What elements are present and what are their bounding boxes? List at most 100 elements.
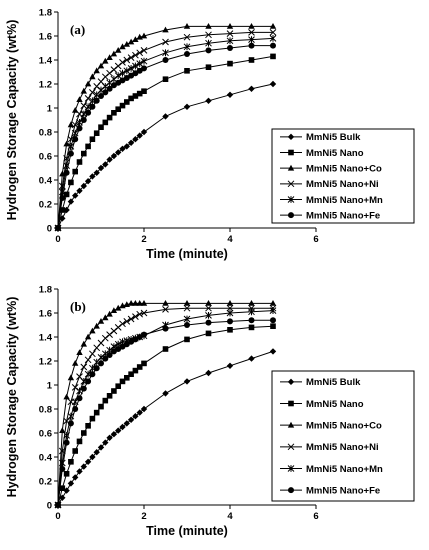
x-tick-label: 4 — [227, 511, 233, 522]
data-point — [248, 300, 255, 306]
data-point — [97, 62, 105, 69]
legend-label: MmNi5 Nano+Co — [306, 163, 382, 174]
data-point — [106, 352, 113, 358]
legend-label: MmNi5 Nano+Mn — [306, 464, 383, 475]
data-point — [132, 367, 139, 374]
data-point — [269, 29, 277, 36]
data-point — [248, 36, 255, 43]
data-point — [89, 136, 96, 142]
x-tick-label: 6 — [313, 234, 318, 245]
data-point — [248, 23, 255, 29]
data-point — [63, 169, 70, 176]
data-point — [110, 152, 118, 160]
data-point — [269, 80, 277, 88]
data-point — [76, 159, 83, 165]
data-point — [76, 438, 83, 445]
y-tick-label: 1.2 — [39, 356, 52, 367]
y-tick-label: 0.4 — [39, 175, 53, 186]
series-line — [57, 302, 273, 506]
data-point — [89, 364, 96, 372]
data-point — [58, 459, 66, 467]
data-point — [270, 53, 276, 60]
data-point — [162, 346, 169, 352]
data-point — [102, 57, 109, 64]
data-point — [226, 304, 234, 312]
data-point — [97, 164, 105, 172]
data-point — [141, 331, 147, 338]
data-point — [76, 96, 83, 102]
legend-label: MmNi5 Nano+Fe — [306, 210, 380, 221]
data-point — [111, 110, 117, 116]
data-point — [127, 300, 135, 306]
series-line — [57, 325, 274, 506]
series-5 — [55, 317, 276, 508]
data-point — [226, 362, 234, 369]
legend-marker — [287, 421, 295, 428]
data-point — [162, 300, 169, 306]
data-point — [93, 409, 100, 416]
legend-marker — [288, 487, 294, 494]
data-point — [80, 463, 87, 470]
legend-label: MmNi5 Nano+Fe — [306, 485, 380, 496]
y-tick-label: 1 — [47, 380, 53, 391]
data-point — [270, 323, 276, 329]
data-point — [93, 322, 100, 329]
data-point — [123, 420, 130, 427]
data-point — [85, 143, 91, 150]
y-tick-label: 1.2 — [39, 79, 52, 90]
data-point — [76, 187, 83, 194]
data-point — [114, 72, 122, 79]
series-0 — [54, 80, 277, 232]
series-5 — [55, 42, 276, 231]
legend-label: MmNi5 Nano+Co — [306, 420, 382, 431]
data-point — [80, 117, 87, 123]
data-point — [124, 99, 130, 105]
legend-marker — [288, 400, 294, 407]
data-point — [226, 37, 234, 45]
data-point — [183, 23, 191, 29]
chart-panel-a: 0 0.2 0.4 0.6 0.8 1 1.2 1.4 1.6 1.8 0 2 4 6 Time (minu… — [5, 7, 415, 261]
data-point — [84, 103, 92, 111]
data-point — [115, 427, 122, 434]
data-point — [80, 340, 87, 347]
data-point — [248, 317, 255, 324]
data-point — [63, 140, 70, 147]
data-point — [127, 139, 135, 146]
data-point — [76, 349, 83, 355]
y-tick-label: 1.8 — [39, 7, 52, 18]
data-point — [63, 471, 70, 477]
legend-marker — [287, 180, 295, 188]
data-point — [248, 57, 255, 63]
data-point — [106, 434, 113, 441]
legend-box — [271, 128, 415, 224]
y-tick-label: 1.4 — [39, 55, 53, 66]
y-tick-label: 1.4 — [39, 332, 53, 343]
data-point — [72, 192, 79, 199]
data-point — [136, 60, 144, 67]
data-point — [115, 304, 122, 311]
data-point — [67, 150, 74, 157]
data-point — [140, 57, 148, 65]
data-point — [63, 191, 70, 198]
data-point — [102, 397, 109, 404]
data-point — [184, 322, 190, 328]
data-point — [226, 23, 234, 29]
legend-marker — [287, 465, 295, 472]
legend-label: MmNi5 Nano — [306, 148, 364, 159]
data-point — [55, 502, 61, 508]
data-point — [183, 33, 191, 41]
data-point — [119, 320, 126, 328]
data-point — [162, 76, 169, 82]
data-point — [183, 315, 191, 323]
data-point — [76, 395, 83, 402]
data-point — [184, 336, 190, 343]
data-point — [119, 378, 126, 385]
x-tick-label: 4 — [227, 234, 233, 245]
data-point — [67, 374, 75, 381]
data-point — [248, 85, 255, 92]
series-4 — [54, 35, 277, 232]
data-point — [226, 30, 234, 37]
legend-marker — [287, 443, 295, 451]
data-point — [59, 466, 66, 472]
